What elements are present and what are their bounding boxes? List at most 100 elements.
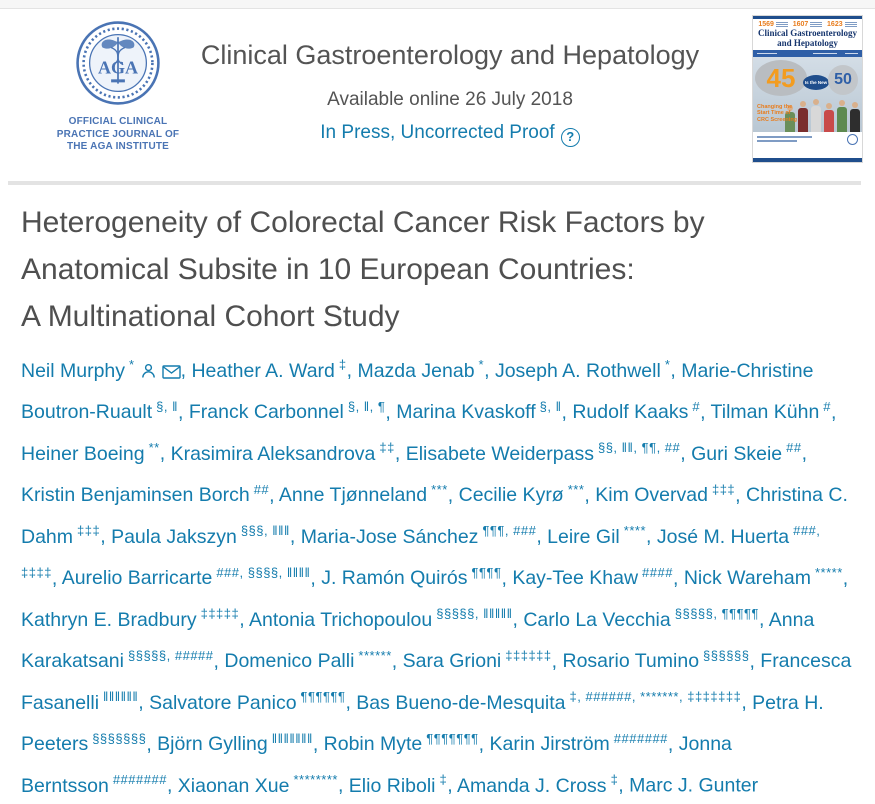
author[interactable]: Leire Gil **** bbox=[547, 523, 646, 548]
author[interactable]: Maria-Jose Sánchez ¶¶¶, ### bbox=[300, 523, 537, 548]
author-name[interactable]: Salvatore Panico bbox=[149, 691, 297, 714]
author-name[interactable]: Guri Skeie bbox=[691, 442, 783, 465]
author-affiliation-markers: §§§§§, ‖‖‖‖‖ bbox=[436, 606, 513, 621]
journal-cover-thumbnail[interactable]: 1569 1607 1623 Clinical Gastroenterology… bbox=[752, 15, 863, 163]
author-name[interactable]: Marc J. Gunter bbox=[629, 774, 759, 797]
author-name[interactable]: Antonia Trichopoulou bbox=[249, 608, 433, 631]
author-name[interactable]: Kathryn E. Bradbury bbox=[21, 608, 197, 631]
author[interactable]: Karin Jirström ####### bbox=[489, 731, 668, 756]
author[interactable]: Nick Wareham ***** bbox=[683, 565, 843, 590]
author-name[interactable]: José M. Huerta bbox=[656, 525, 790, 548]
section-divider bbox=[8, 181, 861, 185]
author-name[interactable]: Cecilie Kyrø bbox=[458, 484, 564, 506]
author[interactable]: Heiner Boeing ** bbox=[21, 440, 160, 465]
author[interactable]: Anne Tjønneland *** bbox=[278, 482, 448, 507]
author[interactable]: Paula Jakszyn §§§, ‖‖‖ bbox=[111, 523, 290, 548]
author-name[interactable]: Robin Myte bbox=[323, 733, 423, 755]
author-name[interactable]: Neil Murphy bbox=[21, 359, 126, 382]
author-name[interactable]: Amanda J. Cross bbox=[457, 774, 607, 797]
author[interactable]: Salvatore Panico ¶¶¶¶¶¶ bbox=[149, 689, 346, 714]
cover-stat-number: 1569 bbox=[758, 21, 774, 28]
author[interactable]: Kim Overvad ‡‡‡ bbox=[595, 481, 736, 507]
author-name[interactable]: Anne Tjønneland bbox=[278, 484, 428, 506]
author-name[interactable]: Marie-Christine Boutron-Ruault bbox=[21, 359, 814, 424]
help-question-icon[interactable]: ? bbox=[560, 128, 580, 147]
author-name[interactable]: Kristin Benjaminsen Borch bbox=[21, 484, 250, 506]
author[interactable]: Cecilie Kyrø *** bbox=[458, 482, 585, 507]
author[interactable]: Rudolf Kaaks # bbox=[572, 399, 700, 424]
author-name[interactable]: Heather A. Ward bbox=[191, 359, 335, 382]
author-affiliation-markers: ¶¶¶¶¶¶ bbox=[300, 689, 346, 704]
author-name[interactable]: Björn Gylling bbox=[157, 733, 268, 755]
author[interactable]: Elisabete Weiderpass §§, ‖‖, ¶¶, ## bbox=[405, 440, 681, 465]
author[interactable]: Kay-Tee Khaw #### bbox=[512, 565, 673, 590]
author[interactable]: Francesca Fasanelli ‖‖‖‖‖‖ bbox=[21, 650, 851, 714]
author[interactable]: Joseph A. Rothwell * bbox=[494, 357, 670, 382]
author-name[interactable]: Elio Riboli bbox=[348, 774, 436, 797]
author-name[interactable]: Christina C. Dahm bbox=[21, 484, 848, 548]
author[interactable]: Bas Bueno-de-Mesquita ‡, ######, *******,… bbox=[356, 689, 741, 714]
author[interactable]: Amanda J. Cross ‡ bbox=[457, 772, 618, 797]
author-name[interactable]: Rudolf Kaaks bbox=[572, 401, 689, 423]
author-name[interactable]: Carlo La Vecchia bbox=[523, 608, 671, 631]
author-name[interactable]: Leire Gil bbox=[547, 525, 620, 548]
author-name[interactable]: Heiner Boeing bbox=[21, 442, 145, 465]
author-name[interactable]: Maria-Jose Sánchez bbox=[300, 525, 479, 548]
author[interactable]: Domenico Palli ****** bbox=[224, 648, 391, 673]
author-name[interactable]: Mazda Jenab bbox=[357, 359, 475, 382]
author-affiliation-markers: ‡‡‡ bbox=[711, 481, 736, 497]
author[interactable]: Anna Karakatsani §§§§§, ##### bbox=[21, 609, 814, 673]
author[interactable]: Antonia Trichopoulou §§§§§, ‖‖‖‖‖ bbox=[249, 606, 513, 631]
author-affiliation-markers: * bbox=[129, 357, 135, 372]
author-name[interactable]: Rosario Tumino bbox=[562, 650, 700, 672]
author-name[interactable]: Kay-Tee Khaw bbox=[512, 567, 639, 589]
author-name[interactable]: Xiaonan Xue bbox=[177, 774, 290, 797]
author-name[interactable]: Franck Carbonnel bbox=[188, 401, 344, 423]
correspondence-email-icon[interactable] bbox=[161, 364, 181, 379]
author-name[interactable]: Marina Kvaskoff bbox=[396, 401, 536, 423]
author-name[interactable]: Francesca Fasanelli bbox=[21, 650, 852, 714]
author-profile-icon[interactable] bbox=[140, 363, 157, 379]
author-name[interactable]: Joseph A. Rothwell bbox=[494, 359, 661, 382]
author-affiliation-markers: §§§, ‖‖‖ bbox=[240, 523, 290, 538]
author[interactable]: Heather A. Ward ‡ bbox=[191, 357, 346, 382]
author-name[interactable]: Domenico Palli bbox=[224, 650, 355, 672]
author[interactable]: Aurelio Barricarte ###, §§§§, ‖‖‖‖ bbox=[61, 565, 311, 590]
author[interactable]: Christina C. Dahm ‡‡‡ bbox=[21, 484, 848, 548]
author-name[interactable]: Anna Karakatsani bbox=[21, 608, 815, 673]
author[interactable]: Marie-Christine Boutron-Ruault §, ‖ bbox=[21, 360, 813, 424]
author[interactable]: Kristin Benjaminsen Borch ## bbox=[21, 482, 269, 507]
author[interactable]: José M. Huerta ###, ‡‡‡‡ bbox=[21, 523, 820, 590]
author[interactable]: Rosario Tumino §§§§§§ bbox=[562, 648, 749, 673]
author-name[interactable]: Bas Bueno-de-Mesquita bbox=[356, 691, 566, 714]
author-name[interactable]: Nick Wareham bbox=[683, 567, 811, 589]
author-name[interactable]: Sara Grioni bbox=[402, 650, 502, 672]
author-name[interactable]: J. Ramón Quirós bbox=[321, 567, 468, 589]
author[interactable]: Carlo La Vecchia §§§§§, ¶¶¶¶¶ bbox=[523, 606, 759, 631]
author[interactable]: Franck Carbonnel §, ‖, ¶ bbox=[188, 399, 386, 424]
author[interactable]: Robin Myte ¶¶¶¶¶¶¶ bbox=[323, 731, 479, 756]
journal-title: Clinical Gastroenterology and Hepatology bbox=[200, 40, 700, 70]
author[interactable]: Björn Gylling ‖‖‖‖‖‖‖ bbox=[157, 731, 313, 756]
author[interactable]: Marina Kvaskoff §, ‖ bbox=[396, 399, 561, 424]
author-name[interactable]: Paula Jakszyn bbox=[111, 525, 237, 548]
author-name[interactable]: Aurelio Barricarte bbox=[61, 567, 213, 589]
author[interactable]: J. Ramón Quirós ¶¶¶¶ bbox=[321, 565, 501, 590]
author[interactable]: Tilman Kühn # bbox=[710, 399, 831, 424]
cover-is-the-new: Is the New bbox=[803, 75, 829, 90]
author[interactable]: Mazda Jenab * bbox=[357, 357, 484, 382]
author[interactable]: Elio Riboli ‡ bbox=[348, 772, 447, 797]
author-name[interactable]: Krasimira Aleksandrova bbox=[170, 442, 376, 465]
author-affiliation-markers: ** bbox=[148, 440, 160, 455]
author-name[interactable]: Elisabete Weiderpass bbox=[405, 442, 594, 465]
author[interactable]: Marc J. Gunter bbox=[629, 775, 758, 797]
author-name[interactable]: Kim Overvad bbox=[595, 484, 708, 506]
author[interactable]: Xiaonan Xue ******** bbox=[177, 772, 338, 797]
author[interactable]: Sara Grioni ‡‡‡‡‡‡ bbox=[402, 648, 552, 673]
author[interactable]: Neil Murphy * bbox=[21, 357, 181, 382]
author[interactable]: Guri Skeie ## bbox=[691, 440, 802, 465]
author-name[interactable]: Tilman Kühn bbox=[710, 401, 820, 423]
author[interactable]: Kathryn E. Bradbury ‡‡‡‡‡ bbox=[21, 606, 239, 631]
author-name[interactable]: Karin Jirström bbox=[489, 733, 610, 755]
author[interactable]: Krasimira Aleksandrova ‡‡ bbox=[170, 440, 395, 465]
